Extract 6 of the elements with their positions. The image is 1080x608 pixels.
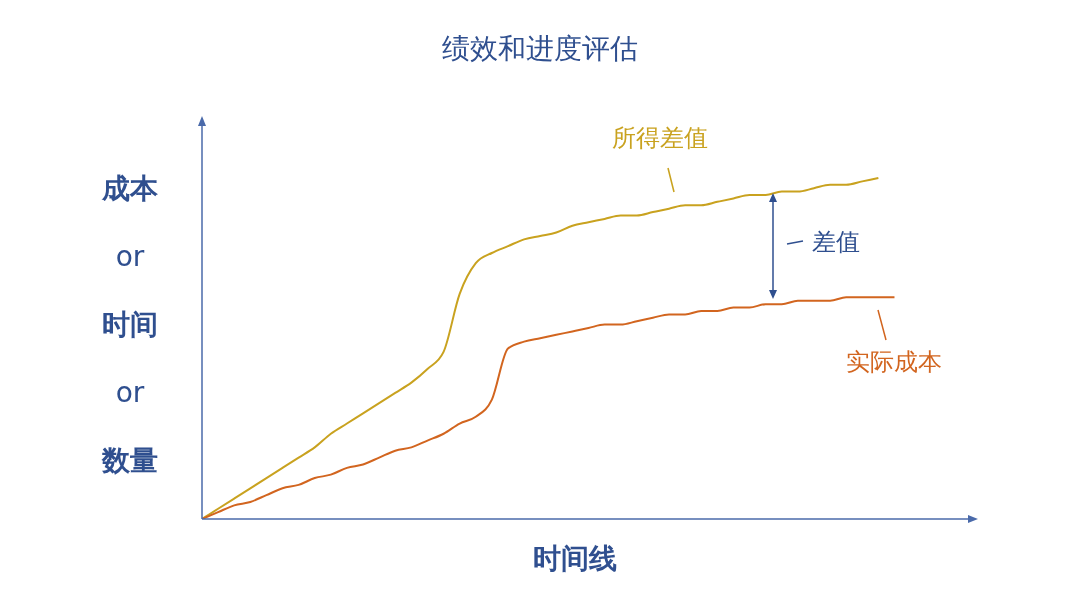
text: 所得差值 [612,123,708,154]
legend-label: 实际成本 [846,347,942,378]
chart-title: 绩效和进度评估 [441,31,639,67]
text: 成本 or 时间 or 数量 [102,172,158,477]
annotation: 差值 [812,227,860,258]
x-axis-title: 时间线 [532,541,618,577]
